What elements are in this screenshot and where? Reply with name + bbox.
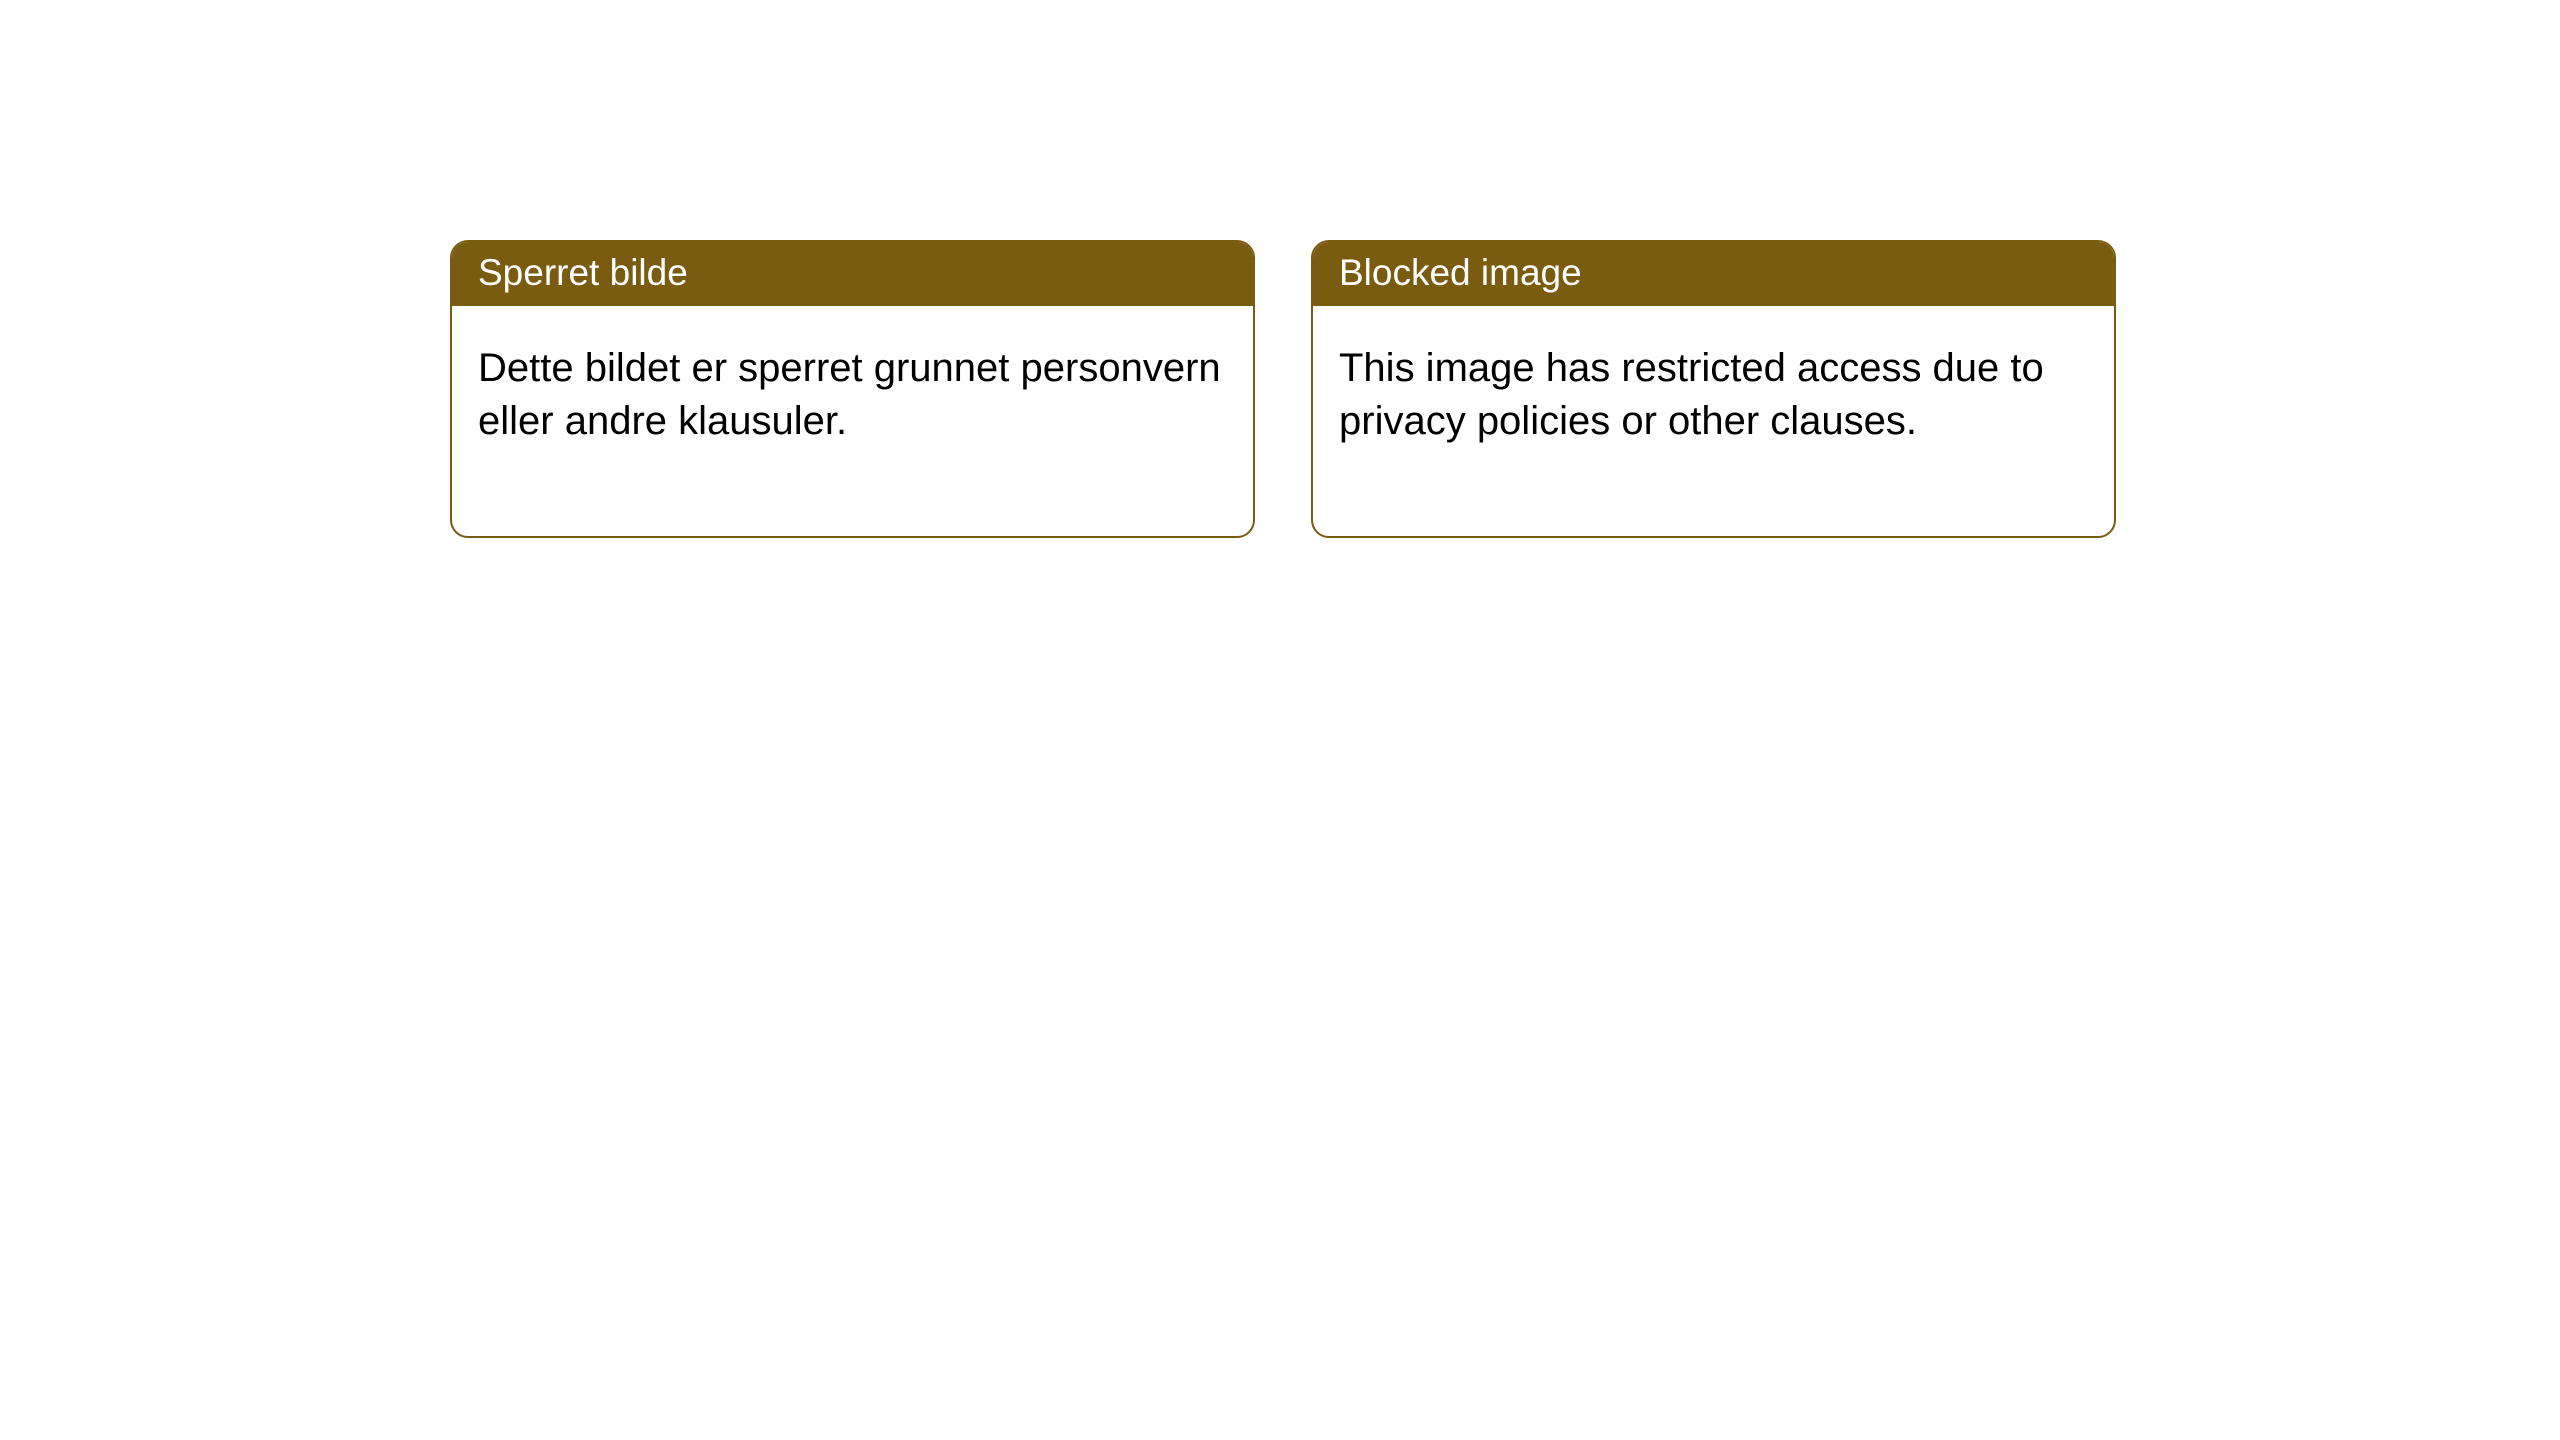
card-body: This image has restricted access due to …	[1313, 306, 2114, 536]
blocked-image-card-no: Sperret bilde Dette bildet er sperret gr…	[450, 240, 1255, 538]
card-title: Sperret bilde	[478, 252, 688, 293]
card-message: Dette bildet er sperret grunnet personve…	[478, 346, 1221, 443]
card-title: Blocked image	[1339, 252, 1582, 293]
blocked-image-card-en: Blocked image This image has restricted …	[1311, 240, 2116, 538]
card-header: Blocked image	[1313, 242, 2114, 306]
notice-container: Sperret bilde Dette bildet er sperret gr…	[0, 0, 2560, 538]
card-header: Sperret bilde	[452, 242, 1253, 306]
card-message: This image has restricted access due to …	[1339, 346, 2044, 443]
card-body: Dette bildet er sperret grunnet personve…	[452, 306, 1253, 536]
